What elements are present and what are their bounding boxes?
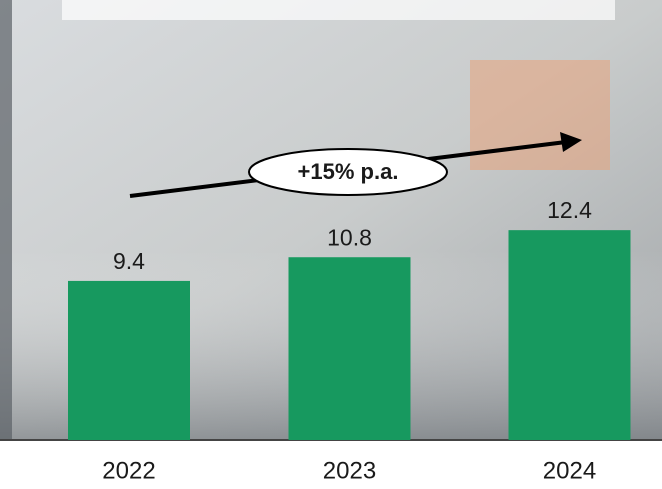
- bar: [289, 257, 411, 440]
- top-panel: [62, 0, 615, 20]
- background-box: [470, 60, 610, 170]
- x-tick-label: 2023: [323, 457, 376, 484]
- x-tick-label: 2022: [102, 457, 155, 484]
- data-label: 9.4: [113, 248, 145, 274]
- chart: 2022 9.4 2023 10.8 2024 12.4 +15% p.a.: [0, 0, 662, 489]
- data-label: 10.8: [327, 224, 372, 250]
- x-tick-label: 2024: [543, 457, 596, 484]
- annotation: +15% p.a.: [298, 159, 399, 184]
- data-label: 12.4: [547, 197, 592, 223]
- bar: [68, 281, 190, 440]
- bar: [509, 230, 631, 440]
- left-edge: [0, 0, 12, 440]
- page: {"chart_data": {"type": "bar", "categori…: [0, 0, 662, 489]
